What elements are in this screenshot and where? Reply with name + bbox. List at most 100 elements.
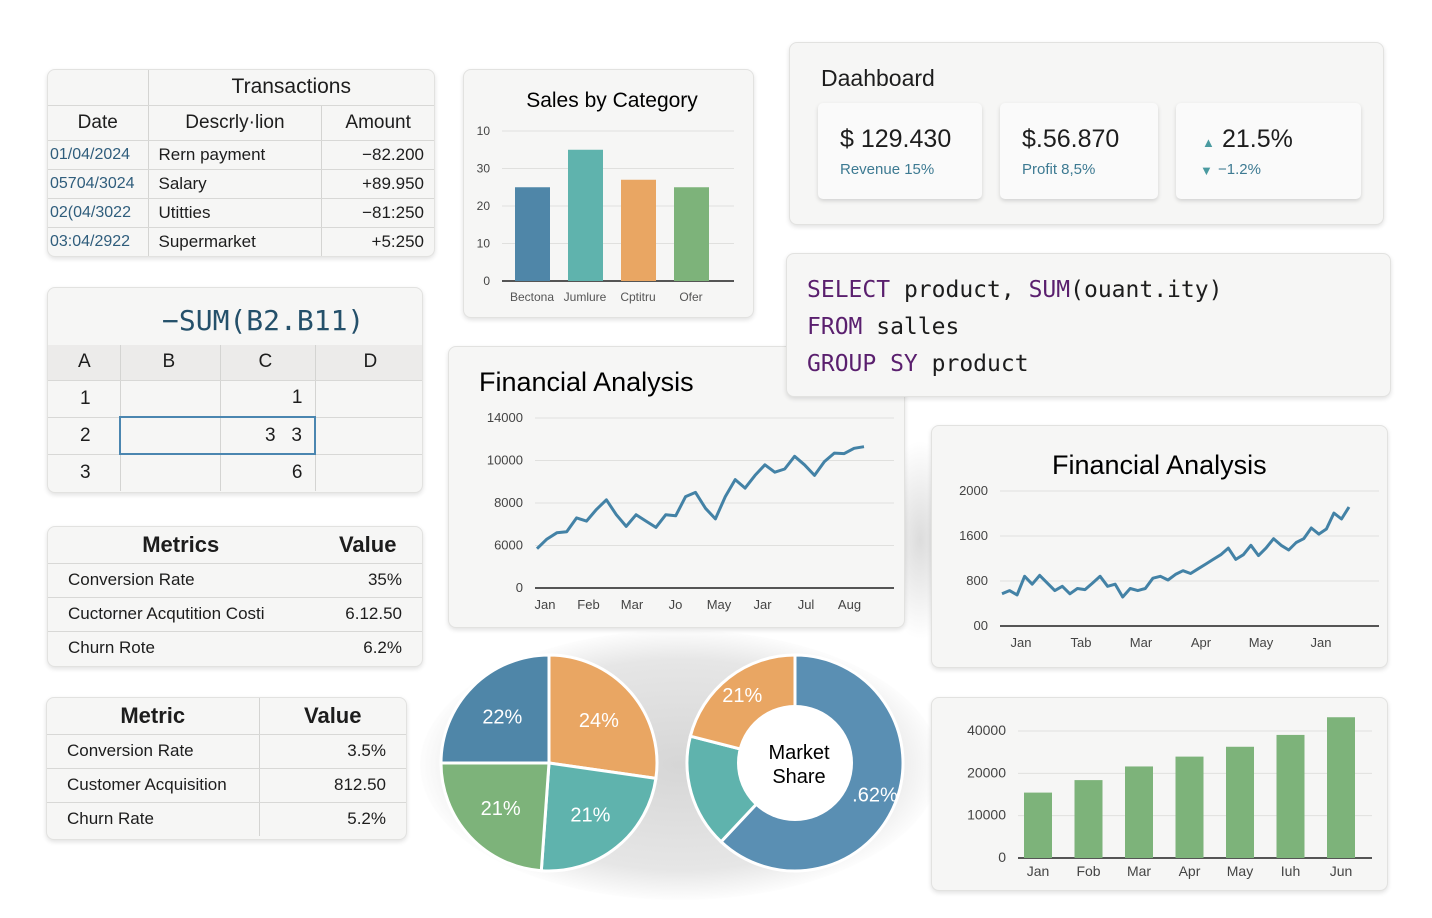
x-tick-label: Iuh <box>1281 863 1300 879</box>
y-tick-label: 10 <box>477 124 491 138</box>
table-row[interactable]: 02(04/3022 Utitties −81:250 <box>48 198 434 228</box>
x-tick-label: Apr <box>1191 635 1212 650</box>
x-tick-label: Apr <box>1179 863 1201 879</box>
amount-cell: −81:250 <box>321 198 434 228</box>
y-tick-label: 20 <box>477 199 491 213</box>
x-tick-label: Jul <box>798 597 815 612</box>
column-header[interactable]: Date <box>48 105 148 141</box>
slice-label: 21% <box>481 798 521 820</box>
column-header[interactable]: Value <box>258 698 406 735</box>
kpi-sub: −1.2% <box>1218 161 1261 178</box>
kpi-value: $.56.870 <box>1022 125 1120 153</box>
cell[interactable] <box>120 380 221 418</box>
x-tick-label: Jo <box>669 597 683 612</box>
table-row[interactable]: Churn Rote 6.2% <box>48 631 422 665</box>
y-tick-label: 00 <box>974 618 988 633</box>
financial-analysis-chart-2: Financial Analysis 00 800 1600 2000 Jan Tab Mar… <box>959 450 1379 650</box>
sql-query-card: SELECT product, SUM(ouant.ity) FROM salle… <box>786 253 1391 397</box>
y-tick-label: 10 <box>477 237 491 251</box>
x-tick-label: Feb <box>577 597 599 612</box>
column-header[interactable]: Metric <box>47 698 259 735</box>
table-row[interactable]: 05704/3024 Salary +89.950 <box>48 169 434 199</box>
table-row[interactable]: Conversion Rate 35% <box>48 563 422 598</box>
y-tick-label: 10000 <box>967 807 1006 823</box>
metric-value: 35% <box>313 563 422 598</box>
metric-name: Churn Rate <box>67 809 154 829</box>
x-tick-label: Mar <box>1130 635 1153 650</box>
table-row[interactable]: Customer Acquisition 812.50 <box>47 768 406 803</box>
x-tick-label: Jan <box>1011 635 1032 650</box>
monthly-bar-chart: 0 10000 20000 40000 Jan Fob Mar Apr May Iuh Jun <box>967 717 1372 879</box>
column-header[interactable]: D <box>315 345 422 381</box>
sql-code[interactable]: SELECT product, SUM(ouant.ity) FROM salle… <box>807 272 1222 383</box>
sql-keyword: SUM <box>1028 277 1071 303</box>
cell[interactable] <box>315 454 422 491</box>
row-header[interactable]: 3 <box>48 454 121 491</box>
sql-line: SELECT product, SUM(ouant.ity) <box>807 272 1222 309</box>
triangle-up-icon: ▲ <box>1202 135 1215 150</box>
table-row[interactable]: 03:04/2922 Supermarket +5:250 <box>48 227 434 256</box>
x-tick-label: Aug <box>838 597 861 612</box>
bar <box>1024 792 1052 858</box>
chart-title: Financial Analysis <box>1052 450 1267 480</box>
x-tick-label: Fob <box>1076 863 1100 879</box>
date-cell: 02(04/3022 <box>48 198 148 228</box>
selected-cell[interactable]: 3 3 <box>220 416 316 455</box>
sql-text: (ouant.ity) <box>1070 277 1223 303</box>
column-header[interactable]: C <box>220 345 316 381</box>
triangle-down-icon: ▼ <box>1200 163 1213 178</box>
x-tick-label: Jan <box>1027 863 1050 879</box>
column-header[interactable]: A <box>48 345 121 381</box>
pie-slice <box>439 761 551 873</box>
y-tick-label: 14000 <box>487 410 523 425</box>
x-tick-label: Mar <box>621 597 644 612</box>
metrics-table-card: Metrics Value Conversion Rate 35% Cuctorne… <box>47 526 423 667</box>
table-row[interactable]: Conversion Rate 3.5% <box>47 734 406 769</box>
table-row[interactable]: 01/04/2024 Rern payment −82.200 <box>48 140 434 170</box>
row-header[interactable]: 1 <box>48 380 121 418</box>
column-header[interactable]: Value <box>313 527 422 564</box>
center-label: Share <box>772 766 825 788</box>
column-header[interactable]: Amount <box>321 105 434 141</box>
kpi-profit[interactable]: $.56.870 Profit 8,5% <box>1000 103 1158 199</box>
description-cell: Supermarket <box>147 227 322 256</box>
sales-by-category-chart: Sales by Category 0 10 20 30 10 Bectona Jumlure… <box>477 89 734 304</box>
column-header[interactable]: Metrics <box>48 527 314 564</box>
x-tick-label: Jan <box>1311 635 1332 650</box>
x-tick-label: Mar <box>1127 863 1151 879</box>
chart-title: Sales by Category <box>526 89 698 112</box>
row-header[interactable]: 2 <box>48 417 121 455</box>
kpi-value: 21.5% <box>1222 125 1293 153</box>
date-cell: 03:04/2922 <box>50 232 131 250</box>
kpi-growth[interactable]: 21.5% ▲ ▼ −1.2% <box>1176 103 1361 199</box>
cell[interactable] <box>315 417 422 455</box>
cell[interactable]: 6 <box>220 454 316 491</box>
bar <box>568 149 603 281</box>
table-row[interactable]: Cuctorner Acqutition Costi 6.12.50 <box>48 597 422 632</box>
amount-cell: +89.950 <box>321 169 434 199</box>
bar <box>1226 746 1254 858</box>
column-header[interactable]: Descrly·lion <box>147 105 322 141</box>
kpi-revenue[interactable]: $ 129.430 Revenue 15% <box>818 103 982 199</box>
y-tick-label: 30 <box>477 162 491 176</box>
y-tick-label: 20000 <box>967 764 1006 780</box>
formula-text[interactable]: −SUM(B2.B11) <box>162 304 365 337</box>
metric-value: 6.2% <box>363 638 402 658</box>
slice-label: 21% <box>570 804 610 826</box>
date-cell: 01/04/2024 <box>48 140 148 170</box>
sql-line: FROM salles <box>807 309 1222 346</box>
sql-keyword: FROM <box>807 314 863 340</box>
column-header[interactable]: B <box>120 345 221 381</box>
cell[interactable]: 1 <box>220 380 316 418</box>
pie-slice <box>547 653 659 781</box>
table-row[interactable]: Churn Rate 5.2% <box>47 802 406 836</box>
description-cell: Utitties <box>147 198 322 228</box>
selected-cell[interactable] <box>119 416 221 455</box>
cell[interactable] <box>315 380 422 418</box>
metric-value: 5.2% <box>258 802 406 836</box>
cell[interactable] <box>120 454 221 491</box>
pie-slice <box>439 653 551 765</box>
